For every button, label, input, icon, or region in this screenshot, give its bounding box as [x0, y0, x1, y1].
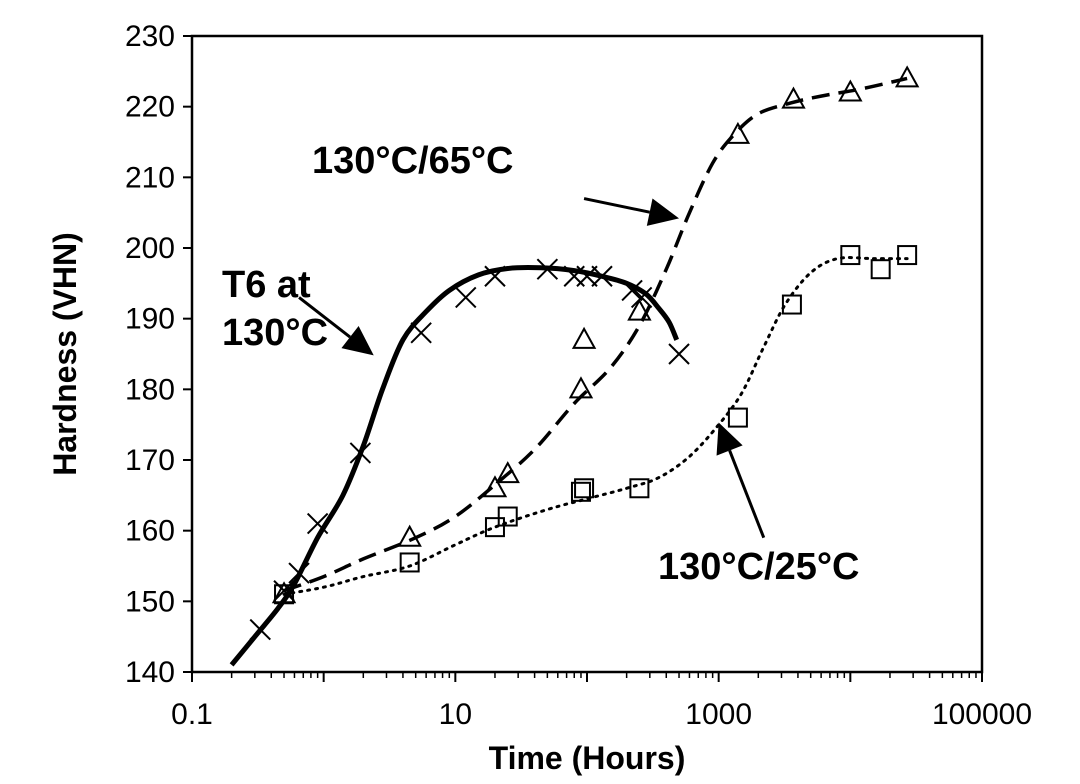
marker-130c-25c-square	[629, 478, 650, 499]
y-tick-label: 160	[125, 515, 175, 548]
x-axis: 0.1 10 1000 100000	[171, 672, 1032, 731]
annotation-label-130c-25c: 130°C/25°C	[658, 546, 860, 588]
y-tick-label: 210	[125, 161, 175, 194]
annotation-arrowhead-130c-25c	[716, 422, 743, 456]
marker-130c-25c-square	[570, 481, 591, 502]
marker-130c-25c-square	[897, 245, 918, 266]
marker-130c-25c-square	[781, 294, 802, 315]
marker-130c-25c-square	[727, 407, 748, 428]
annotation-arrowhead-130c-65c	[646, 198, 680, 226]
marker-130c-25c-square	[484, 517, 505, 538]
y-tick-label: 200	[125, 232, 175, 265]
marker-t6-at-130c-cross	[249, 618, 271, 641]
x-tick-label: 1000	[685, 698, 752, 731]
marker-130c-65c-triangle	[397, 524, 422, 547]
marker-130c-65c-triangle	[781, 86, 806, 109]
y-tick-label: 150	[125, 585, 175, 618]
x-axis-title: Time (Hours)	[489, 740, 686, 776]
annotation-label-130c-65c: 130°C/65°C	[312, 140, 514, 182]
marker-130c-65c-triangle	[894, 65, 920, 88]
marker-t6-at-130c-cross	[455, 286, 477, 309]
curve-130c-25c	[282, 256, 909, 596]
marker-t6-at-130c-cross	[668, 343, 690, 365]
marker-130c-65c-triangle	[495, 461, 520, 484]
marker-t6-at-130c-cross	[591, 265, 613, 287]
marker-130c-65c-triangle	[627, 298, 652, 321]
y-tick-label: 170	[125, 444, 175, 477]
marker-130c-65c-triangle	[838, 79, 863, 102]
marker-t6-at-130c-cross	[630, 286, 653, 309]
y-tick-label: 140	[125, 656, 175, 689]
x-tick-label: 100000	[932, 698, 1032, 731]
marker-t6-at-130c-cross	[576, 265, 598, 287]
marker-t6-at-130c-cross	[306, 512, 329, 535]
plot-area	[190, 34, 984, 674]
marker-130c-25c-square	[497, 506, 518, 527]
marker-t6-at-130c-cross	[288, 562, 310, 584]
marker-130c-65c-triangle	[568, 376, 594, 399]
y-tick-label: 180	[125, 373, 175, 406]
annotation-label-t6-at-130c: 130°C	[222, 312, 328, 354]
x-tick-label: 0.1	[171, 698, 213, 731]
marker-130c-25c-square	[870, 259, 891, 280]
marker-130c-25c-square	[574, 478, 595, 499]
annotation-arrowhead-t6-at-130c	[341, 325, 374, 356]
annotation-arrow-t6-at-130c	[298, 296, 351, 339]
annotation-label-t6-at-130c: T6 at	[222, 264, 311, 306]
marker-130c-25c-square	[399, 552, 420, 573]
y-tick-label: 230	[125, 20, 175, 53]
y-axis-title: Hardness (VHN)	[47, 232, 83, 476]
series-annotations: T6 at 130°C 130°C/65°C 130°C/25°C	[222, 140, 860, 588]
marker-130c-65c-triangle	[725, 121, 751, 144]
annotation-arrow-130c-25c	[728, 449, 766, 539]
marker-t6-at-130c-cross	[273, 580, 295, 602]
y-axis: 140 150 160 170 180 190 200 210 220 230	[125, 20, 192, 689]
annotation-arrow-130c-65c	[583, 197, 650, 214]
data-markers	[249, 65, 920, 641]
marker-130c-65c-triangle	[482, 475, 508, 498]
marker-t6-at-130c-cross	[536, 258, 559, 280]
x-tick-label: 10	[439, 698, 472, 731]
y-tick-label: 190	[125, 303, 175, 336]
marker-130c-25c-square	[840, 245, 861, 266]
marker-t6-at-130c-cross	[349, 442, 372, 464]
marker-130c-25c-square	[274, 584, 295, 605]
marker-t6-at-130c-cross	[621, 279, 643, 302]
marker-t6-at-130c-cross	[410, 322, 432, 344]
marker-t6-at-130c-cross	[484, 265, 506, 287]
marker-130c-65c-triangle	[571, 326, 597, 349]
y-tick-label: 220	[125, 91, 175, 124]
